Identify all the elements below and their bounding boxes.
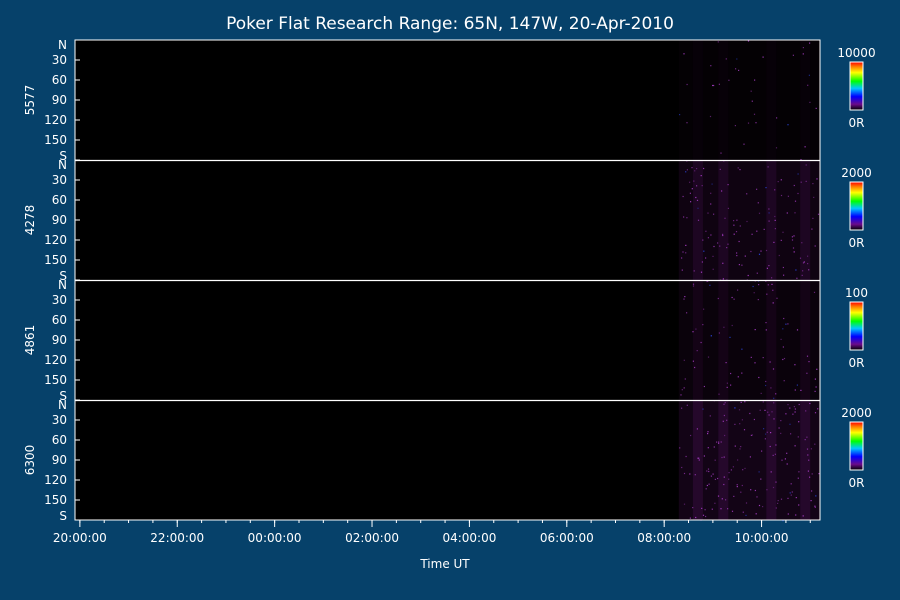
y-tick-label: 120 [44,353,67,367]
y-tick-label: 90 [52,453,67,467]
y-tick-label: 30 [52,53,67,67]
panel-wavelength-label: 4278 [23,205,37,236]
colorbar-max-label: 2000 [841,406,872,420]
panel-background [75,40,820,160]
plot-frame [74,39,821,521]
y-tick-label: 150 [44,373,67,387]
y-tick-label: 120 [44,233,67,247]
colorbar [849,181,864,231]
y-tick-label: 60 [52,193,67,207]
colorbar-min-label: 0R [849,116,865,130]
y-tick-label: 90 [52,213,67,227]
colorbar-max-label: 100 [845,286,868,300]
colorbar [849,61,864,111]
panel-background [75,160,820,280]
y-tick-label: 30 [52,413,67,427]
emission-band [718,160,729,280]
y-tick-label: 150 [44,493,67,507]
emission-band [766,40,776,160]
emission-band [766,400,777,520]
colorbar-max-label: 2000 [841,166,872,180]
y-tick-label: N [58,158,67,172]
x-tick-label: 22:00:00 [150,531,204,545]
emission-region [678,400,820,520]
panel-background [75,280,820,400]
panel-wavelength-label: 4861 [23,325,37,356]
emission-band [766,160,777,280]
emission-band [718,400,729,520]
colorbar [849,301,864,351]
y-tick-label: 30 [52,173,67,187]
y-tick-label: S [59,509,67,523]
y-tick-label: S [59,269,67,283]
panel-6300: N30 60 90 120 150 S 6300 2000 0R [23,398,872,523]
emission-band [692,400,703,520]
colorbar-min-label: 0R [849,476,865,490]
x-axis-label: Time UT [419,557,470,571]
emission-speckle [679,400,820,522]
y-tick-label: 90 [52,333,67,347]
panel-background [75,400,820,520]
colorbar-max-label: 10000 [837,46,875,60]
panel-wavelength-label: 6300 [23,445,37,476]
y-tick-label: 60 [52,433,67,447]
y-tick-label: S [59,149,67,163]
x-tick-label: 04:00:00 [442,531,496,545]
x-tick-label: 06:00:00 [540,531,594,545]
chart-title: Poker Flat Research Range: 65N, 147W, 20… [226,14,674,34]
y-tick-label: N [58,278,67,292]
x-tick-label: 00:00:00 [248,531,302,545]
x-tick-label: 02:00:00 [345,531,399,545]
y-tick-label: 120 [44,113,67,127]
emission-band [800,400,811,520]
panels: N306090120150S5577100000RN306090120150S4… [23,38,876,523]
emission-region [678,280,820,400]
y-tick-label: 150 [44,133,67,147]
x-tick-label: 08:00:00 [637,531,691,545]
y-tick-label: 30 [52,293,67,307]
x-tick-label: 10:00:00 [735,531,789,545]
y-tick-label: N [58,38,67,52]
colorbar-min-label: 0R [849,356,865,370]
x-tick-label: 20:00:00 [53,531,107,545]
y-tick-label: N [58,398,67,412]
emission-band [800,160,811,280]
x-axis: 20:00:00 22:00:00 00:00:00 02:00:00 04:00:00… [53,520,811,545]
emission-region [678,160,820,280]
panel-wavelength-label: 5577 [23,85,37,116]
emission-band [766,280,777,400]
y-tick-label: 120 [44,473,67,487]
panel-4278: N30 60 90 120 150 S 4278 2000 0R [23,158,872,283]
emission-band [718,40,728,160]
y-tick-label: 60 [52,313,67,327]
emission-band [800,280,811,400]
y-tick-label: S [59,389,67,403]
y-tick-label: 150 [44,253,67,267]
colorbar [849,421,864,471]
colorbar-min-label: 0R [849,236,865,250]
y-tick-label: 60 [52,73,67,87]
panel-4861: N30 60 90 120 150 S 4861 100 0R [23,278,868,403]
emission-band [693,40,703,160]
y-tick-label: 90 [52,93,67,107]
emission-band [692,280,703,400]
emission-band [800,40,810,160]
emission-band [718,280,729,400]
panel-5577: N30 60 90 120 150 S 5577 10000 0R [23,38,876,163]
emission-speckle [679,40,817,161]
